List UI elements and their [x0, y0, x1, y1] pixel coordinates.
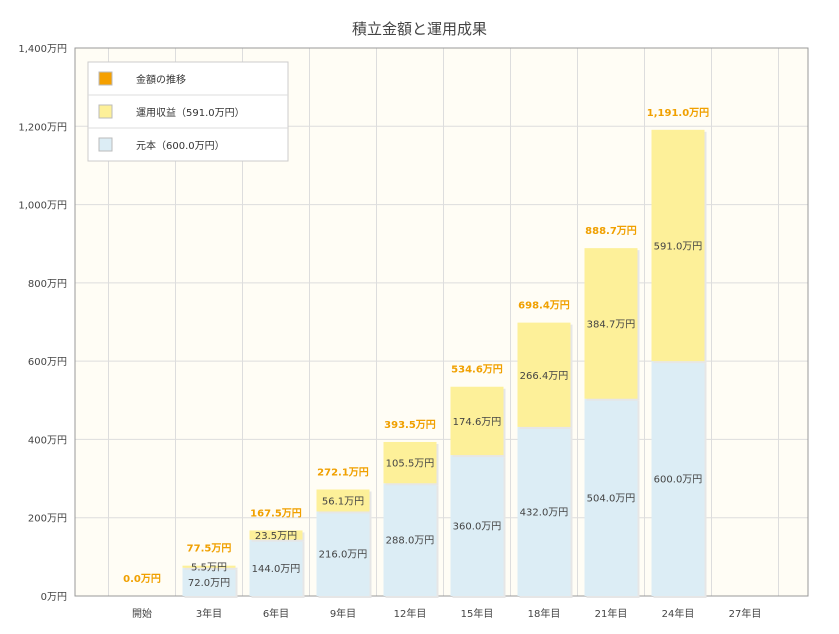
- total-value-label: 77.5万円: [187, 543, 232, 555]
- return-value-label: 266.4万円: [520, 371, 569, 382]
- return-value-label: 591.0万円: [654, 241, 703, 252]
- x-tick-label: 6年目: [263, 607, 289, 620]
- principal-value-label: 144.0万円: [252, 564, 301, 575]
- total-value-label: 167.5万円: [250, 507, 302, 519]
- return-value-label: 5.5万円: [191, 563, 227, 574]
- principal-value-label: 432.0万円: [520, 507, 569, 518]
- principal-value-label: 360.0万円: [453, 522, 502, 533]
- chart-title: 積立金額と運用成果: [351, 20, 487, 38]
- bar-principal: [182, 567, 236, 596]
- total-value-label: 534.6万円: [451, 364, 503, 376]
- bar-return: [450, 386, 504, 456]
- x-tick-label: 24年目: [662, 607, 695, 620]
- legend-box: [87, 61, 289, 162]
- x-tick-label: 15年目: [461, 607, 494, 620]
- bar-principal: [383, 483, 437, 596]
- bar-principal: [450, 455, 504, 596]
- bar-return: [517, 322, 571, 427]
- return-value-label: 384.7万円: [587, 319, 636, 330]
- legend-swatch: [98, 104, 113, 119]
- legend-entry: 元本（600.0万円）: [136, 139, 225, 152]
- legend-swatch: [98, 71, 113, 86]
- return-value-label: 174.6万円: [453, 417, 502, 428]
- bar-principal: [584, 398, 638, 596]
- return-value-label: 105.5万円: [386, 459, 435, 470]
- y-tick-label: 1,200万円: [18, 122, 67, 133]
- y-tick-label: 200万円: [28, 514, 67, 525]
- principal-value-label: 288.0万円: [386, 536, 435, 547]
- total-value-label: 0.0万円: [123, 573, 161, 585]
- x-tick-label: 開始: [132, 607, 152, 620]
- total-value-label: 393.5万円: [384, 419, 436, 431]
- x-tick-label: 9年目: [330, 607, 356, 620]
- bar-return: [316, 489, 370, 512]
- legend-entry: 運用収益（591.0万円）: [136, 106, 245, 119]
- y-tick-label: 1,000万円: [18, 201, 67, 212]
- principal-value-label: 600.0万円: [654, 475, 703, 486]
- x-tick-label: 21年目: [595, 607, 628, 620]
- bar-shadow: [184, 567, 238, 570]
- principal-value-label: 72.0万円: [188, 578, 230, 589]
- bar-return: [584, 248, 638, 399]
- legend-swatch: [98, 137, 113, 152]
- y-tick-label: 0万円: [41, 592, 67, 603]
- principal-value-label: 504.0万円: [587, 493, 636, 504]
- bar-principal: [651, 361, 705, 596]
- total-value-label: 698.4万円: [518, 300, 570, 312]
- y-tick-label: 400万円: [28, 435, 67, 446]
- total-value-label: 1,191.0万円: [647, 107, 709, 119]
- y-tick-label: 800万円: [28, 279, 67, 290]
- total-value-label: 272.1万円: [317, 466, 369, 478]
- principal-value-label: 216.0万円: [319, 550, 368, 561]
- bar-return: [249, 530, 303, 540]
- bar-return: [182, 565, 236, 568]
- total-value-label: 888.7万円: [585, 225, 637, 237]
- bar-return: [651, 129, 705, 362]
- bar-principal: [249, 539, 303, 596]
- x-tick-label: 12年目: [394, 607, 427, 620]
- bar-return: [383, 441, 437, 484]
- bar-principal: [316, 511, 370, 596]
- y-tick-label: 1,400万円: [18, 44, 67, 55]
- x-tick-label: 18年目: [528, 607, 561, 620]
- bar-principal: [517, 426, 571, 596]
- legend-entry: 金額の推移: [136, 73, 186, 86]
- x-tick-label: 3年目: [196, 607, 222, 620]
- y-tick-label: 600万円: [28, 357, 67, 368]
- x-tick-label: 27年目: [729, 607, 762, 620]
- return-value-label: 23.5万円: [255, 531, 297, 542]
- return-value-label: 56.1万円: [322, 496, 364, 507]
- plot-border: [74, 47, 809, 597]
